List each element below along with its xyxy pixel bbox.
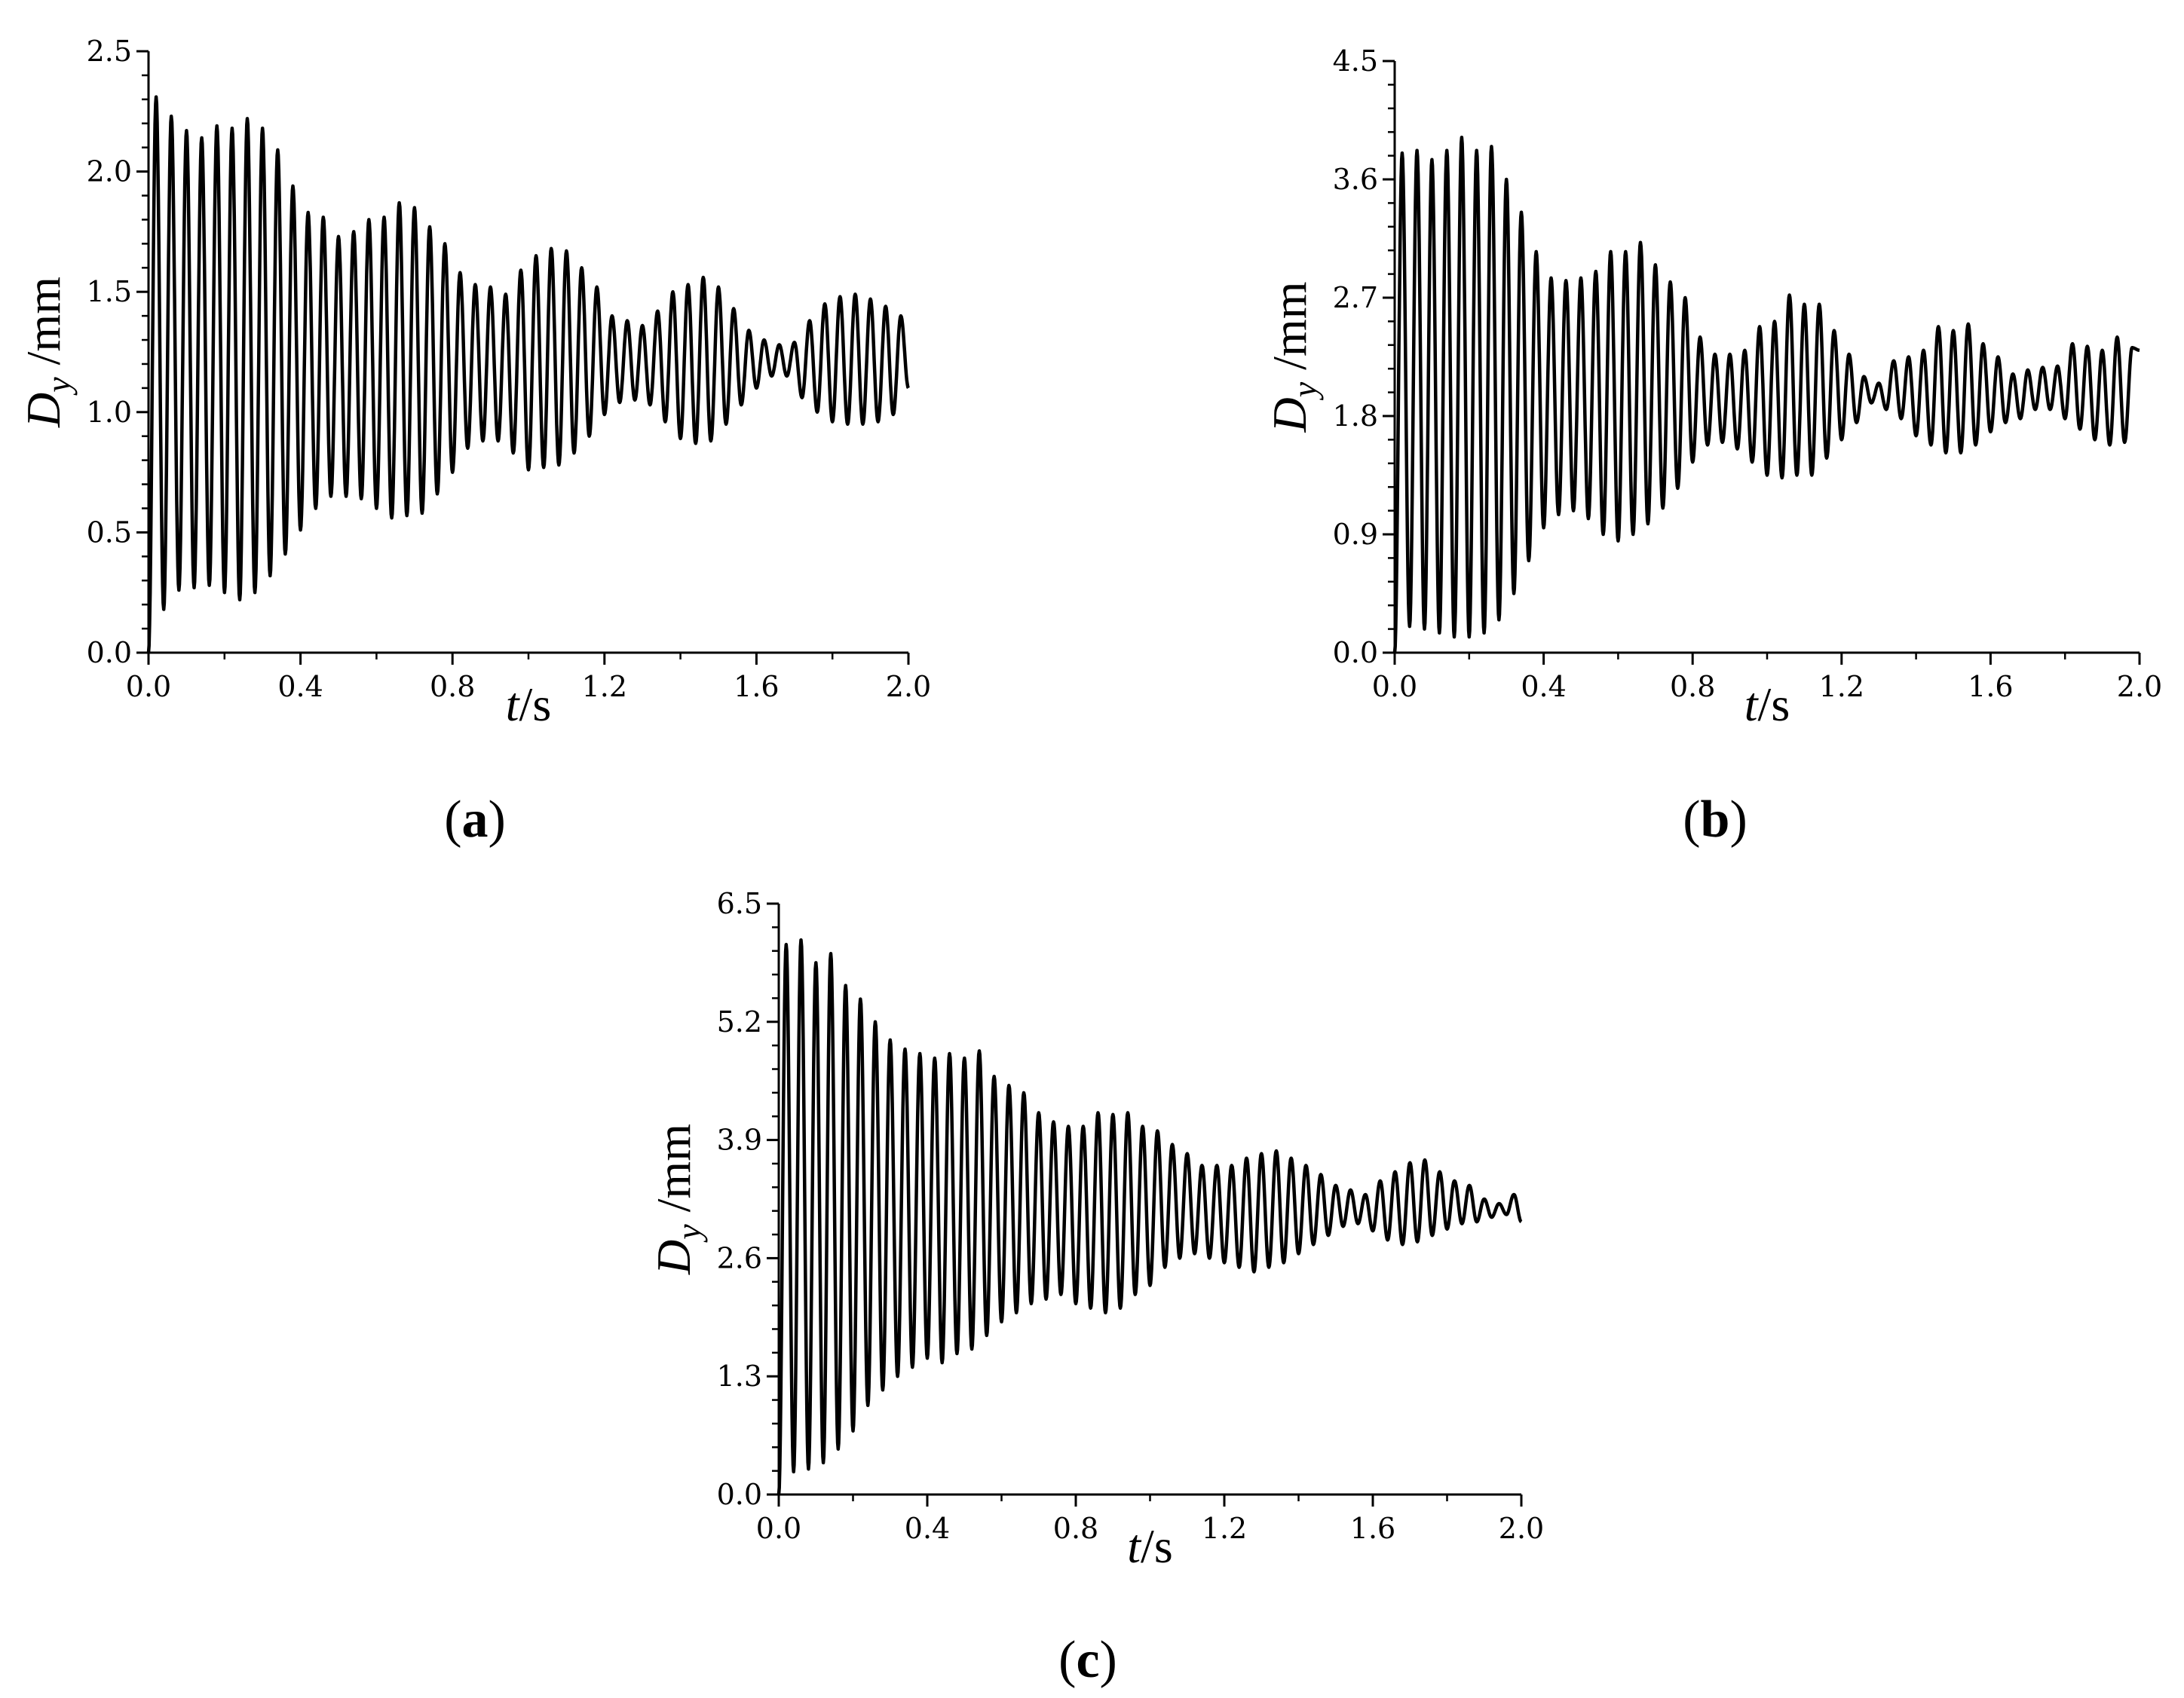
x-tick-label: 0.4	[277, 670, 323, 703]
x-tick-label: 0.8	[1670, 670, 1715, 703]
x-tick-label: 1.6	[1968, 670, 2013, 703]
y-tick-label: 2.5	[87, 35, 132, 68]
y-axis-title: Dy /mm	[647, 1124, 708, 1275]
panel-label-close: )	[489, 791, 506, 849]
y-axis-variable: D	[1263, 397, 1316, 433]
x-tick-label: 0.4	[905, 1512, 950, 1545]
y-tick-label: 3.6	[1333, 163, 1378, 196]
x-tick-label: 0.0	[1372, 670, 1417, 703]
y-tick-label: 0.5	[87, 516, 132, 549]
y-axis-variable: D	[647, 1240, 700, 1275]
x-axis-variable: t	[1127, 1519, 1142, 1573]
y-axis-variable: D	[17, 393, 70, 428]
y-tick-label: 6.5	[717, 887, 762, 920]
chart-panel-a: 0.0 0.4 0.8 1.2 1.6 2.0 0.0 0.5 1.0 1.5 2.0 2.5 t/s D…	[17, 35, 931, 849]
x-axis-unit: /s	[519, 678, 552, 731]
y-tick-label: 5.2	[717, 1005, 762, 1039]
x-tick-label: 2.0	[1499, 1512, 1544, 1545]
x-tick-label: 0.8	[430, 670, 475, 703]
x-axis-variable: t	[1744, 678, 1760, 731]
panel-label-open: (	[1683, 791, 1700, 849]
y-tick-label: 0.0	[717, 1478, 762, 1511]
y-tick-label: 1.0	[87, 396, 132, 429]
y-tick-label: 2.0	[87, 155, 132, 188]
series-line-dy	[776, 938, 1523, 1495]
x-tick-label: 0.0	[126, 670, 171, 703]
y-axis-title: Dy /mm	[1263, 282, 1324, 433]
x-tick-label: 1.6	[1350, 1512, 1395, 1545]
y-axis-subscript: y	[1285, 381, 1324, 400]
chart-panel-c: 0.0 0.4 0.8 1.2 1.6 2.0 0.0 1.3 2.6 3.9 5.2 6.5 t/s D…	[647, 887, 1544, 1689]
panel-label-close: )	[1100, 1631, 1117, 1689]
panel-label-open: (	[1058, 1631, 1076, 1689]
series-line-dy	[146, 95, 910, 653]
y-tick-label: 1.3	[717, 1360, 762, 1393]
x-tick-label: 2.0	[886, 670, 931, 703]
y-tick-label: 4.5	[1333, 44, 1378, 78]
y-tick-label: 2.6	[717, 1241, 762, 1274]
x-axis-unit: /s	[1758, 678, 1790, 731]
panel-label: (a)	[444, 791, 506, 849]
y-axis-title: Dy /mm	[17, 277, 78, 428]
panel-label-close: )	[1729, 791, 1747, 849]
chart-panel-b: 0.0 0.4 0.8 1.2 1.6 2.0 0.0 0.9 1.8 2.7 3.6 4.5 t/s D…	[1263, 44, 2162, 849]
y-axis-unit: /mm	[1263, 282, 1316, 382]
x-tick-label: 0.4	[1521, 670, 1566, 703]
y-axis-unit: /mm	[647, 1124, 700, 1224]
y-axis-subscript: y	[39, 377, 78, 396]
panel-label: (c)	[1058, 1631, 1117, 1689]
x-tick-label: 2.0	[2117, 670, 2162, 703]
x-tick-label: 0.0	[756, 1512, 801, 1545]
y-tick-label: 3.9	[717, 1124, 762, 1157]
x-tick-label: 1.2	[1819, 670, 1864, 703]
panel-label-letter: a	[462, 791, 489, 849]
x-axis-variable: t	[506, 678, 521, 731]
panel-label-letter: c	[1076, 1631, 1099, 1689]
x-axis-title: t/s	[506, 678, 551, 731]
y-tick-label: 2.7	[1333, 281, 1378, 314]
y-axis-unit: /mm	[17, 277, 70, 377]
x-tick-label: 1.2	[582, 670, 627, 703]
y-tick-label: 1.5	[87, 275, 132, 308]
panel-label: (b)	[1683, 791, 1748, 849]
x-tick-label: 0.8	[1053, 1512, 1098, 1545]
y-tick-label: 0.9	[1333, 518, 1378, 551]
y-axis-subscript: y	[669, 1224, 708, 1243]
x-axis-unit: /s	[1141, 1519, 1173, 1573]
x-axis-title: t/s	[1127, 1519, 1172, 1573]
y-tick-label: 0.0	[87, 636, 132, 669]
y-tick-label: 1.8	[1333, 399, 1378, 433]
panel-label-open: (	[444, 791, 461, 849]
x-tick-label: 1.2	[1202, 1512, 1247, 1545]
y-tick-label: 0.0	[1333, 636, 1378, 669]
series-line-dy	[1392, 135, 2141, 653]
x-axis-title: t/s	[1744, 678, 1790, 731]
x-tick-label: 1.6	[734, 670, 779, 703]
panel-label-letter: b	[1701, 791, 1730, 849]
